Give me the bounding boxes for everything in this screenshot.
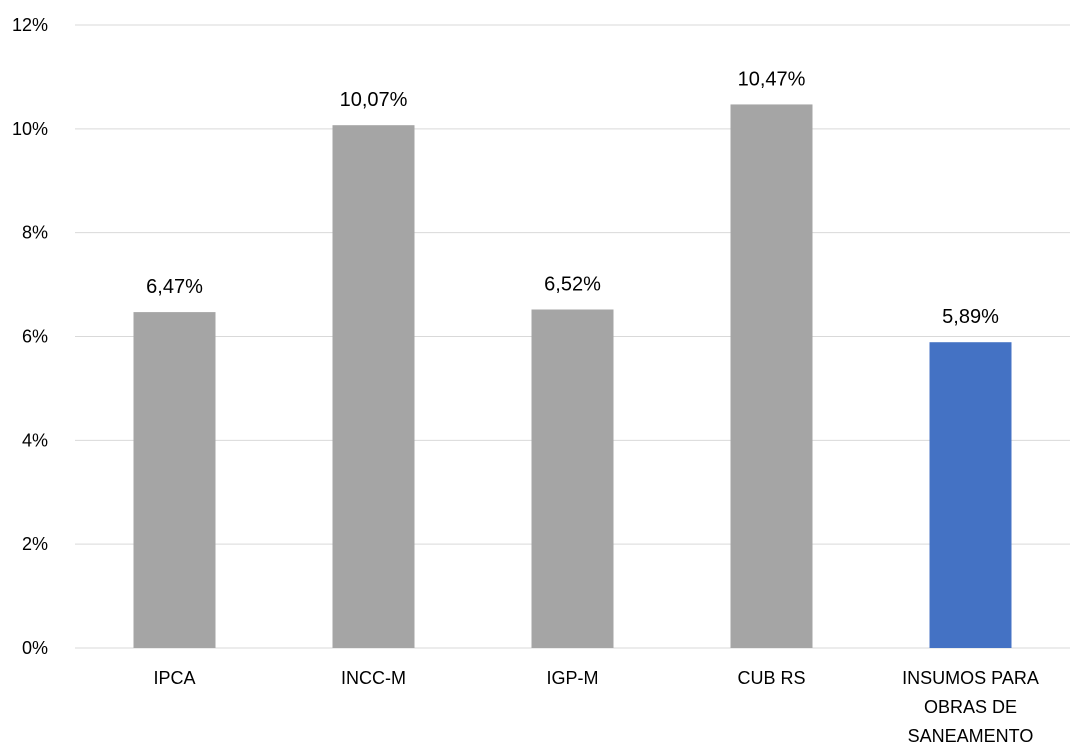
y-tick-label: 10% bbox=[12, 119, 48, 139]
data-label: 5,89% bbox=[942, 306, 999, 328]
category-label: OBRAS DE bbox=[924, 697, 1017, 717]
bar bbox=[332, 125, 415, 649]
y-tick-label: 4% bbox=[22, 430, 48, 450]
data-label: 10,07% bbox=[340, 89, 408, 111]
data-label: 6,52% bbox=[544, 274, 601, 296]
bar bbox=[929, 342, 1012, 648]
bar bbox=[730, 104, 813, 649]
y-tick-label: 8% bbox=[22, 223, 48, 243]
bar bbox=[531, 309, 614, 648]
category-label: IGP-M bbox=[547, 668, 599, 688]
category-label: CUB RS bbox=[737, 668, 805, 688]
bar bbox=[133, 312, 216, 648]
category-label: INCC-M bbox=[341, 668, 406, 688]
y-tick-label: 2% bbox=[22, 534, 48, 554]
y-tick-label: 0% bbox=[22, 638, 48, 658]
data-label: 10,47% bbox=[738, 68, 806, 90]
y-tick-label: 12% bbox=[12, 15, 48, 35]
category-label: IPCA bbox=[153, 668, 195, 688]
y-tick-label: 6% bbox=[22, 327, 48, 347]
data-label: 6,47% bbox=[146, 276, 203, 298]
category-label: INSUMOS PARA bbox=[902, 668, 1039, 688]
category-label: SANEAMENTO bbox=[908, 726, 1034, 744]
